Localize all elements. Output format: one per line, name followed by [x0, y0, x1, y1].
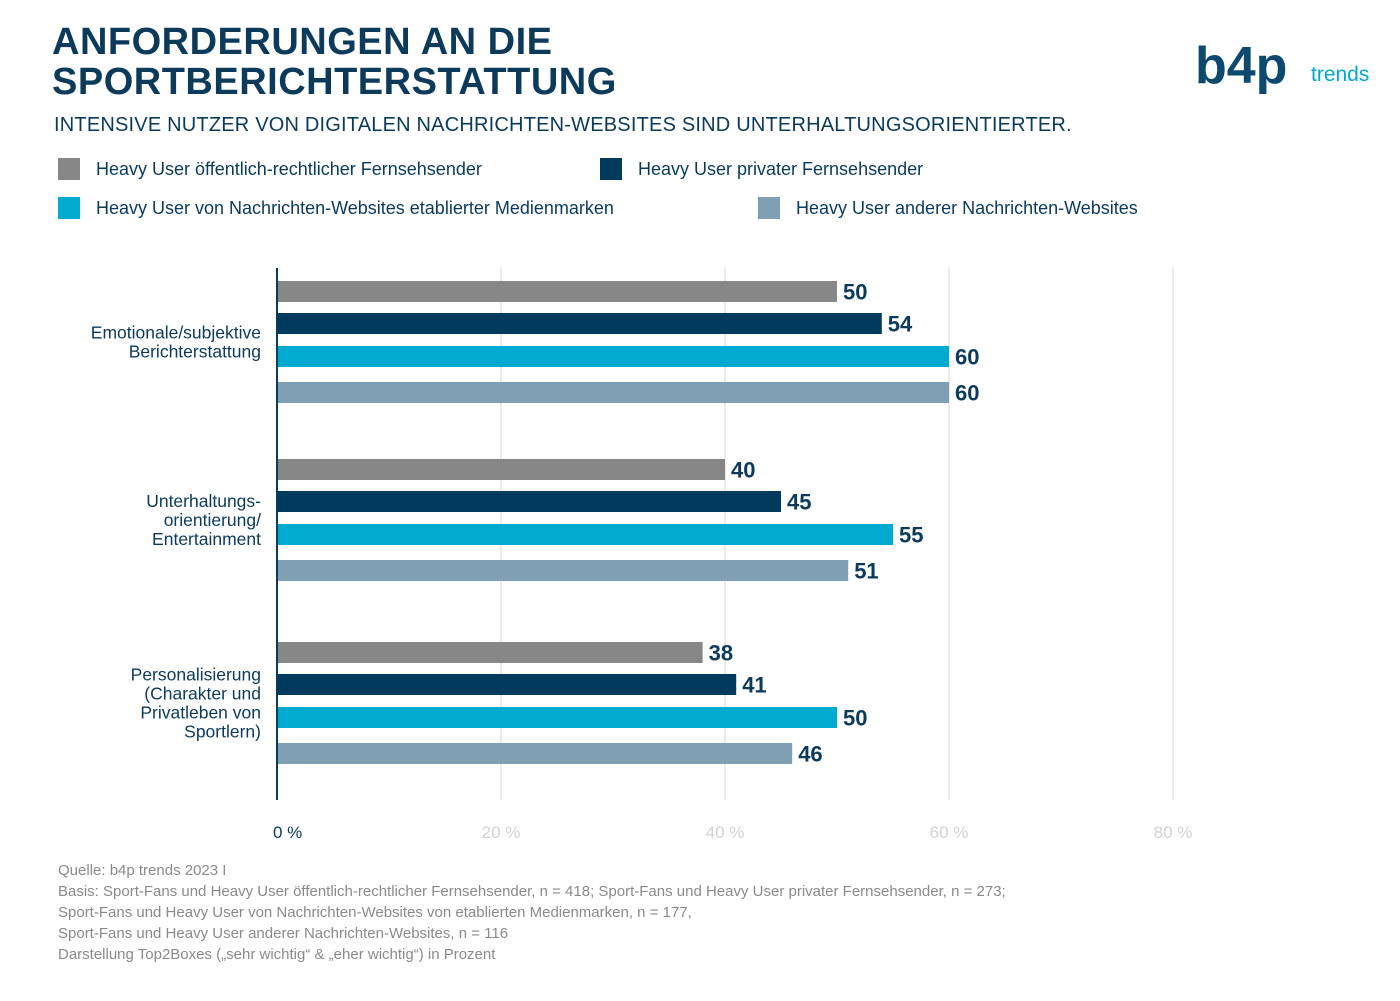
bar-s2-c1 — [277, 313, 882, 334]
bar-s2-c2 — [277, 491, 781, 512]
legend-swatch-andere-websites — [758, 197, 780, 219]
category-label-3-line-1: Personalisierung — [131, 665, 261, 685]
x-tick-label-20: 20 % — [482, 823, 521, 842]
footnote-basis-3: Sport-Fans und Heavy User anderer Nachri… — [58, 925, 509, 942]
title-line-1: ANFORDERUNGEN AN DIE — [52, 21, 553, 63]
category-label-3-line-3: Privatleben von — [140, 703, 261, 723]
logo-suffix: trends — [1311, 63, 1369, 86]
title-line-2: SPORTBERICHTERSTATTUNG — [52, 61, 617, 103]
legend-label-oeffentlich-rechtlich: Heavy User öffentlich-rechtlicher Fernse… — [96, 158, 482, 179]
data-label-s3-c2: 55 — [899, 523, 923, 548]
legend-label-etablierte-websites: Heavy User von Nachrichten-Websites etab… — [96, 197, 614, 218]
x-tick-label-0: 0 % — [273, 823, 302, 842]
data-label-s2-c2: 45 — [787, 490, 811, 515]
bar-s4-c2 — [277, 560, 849, 581]
category-label-1-line-2: Berichterstattung — [129, 342, 261, 362]
category-label-3-line-4: Sportlern) — [184, 722, 261, 742]
bar-s3-c1 — [277, 346, 949, 367]
legend-item-oeffentlich-rechtlich: Heavy User öffentlich-rechtlicher Fernse… — [58, 158, 482, 180]
data-label-s3-c3: 50 — [843, 706, 867, 731]
data-label-s3-c1: 60 — [955, 345, 979, 370]
category-label-2-line-2: orientierung/ — [164, 510, 261, 530]
data-label-s2-c3: 41 — [742, 673, 766, 698]
legend-item-andere-websites: Heavy User anderer Nachrichten-Websites — [758, 197, 1138, 219]
data-label-s1-c2: 40 — [731, 458, 755, 483]
footnote-source: Quelle: b4p trends 2023 I — [58, 862, 227, 879]
bar-s1-c3 — [277, 642, 703, 663]
legend-swatch-privat — [600, 158, 622, 180]
legend-swatch-oeffentlich-rechtlich — [58, 158, 80, 180]
page-title: ANFORDERUNGEN AN DIE SPORTBERICHTERSTATT… — [52, 22, 617, 102]
data-label-s1-c1: 50 — [843, 280, 867, 305]
category-label-2-line-3: Entertainment — [152, 529, 261, 549]
bar-s1-c2 — [277, 459, 725, 480]
bar-chart: 0 % 20 % 40 % 60 % 80 % 50 40 38 54 45 41 60 55 50 60 5… — [91, 268, 1193, 842]
bar-s4-c3 — [277, 743, 793, 764]
b4p-logo: b4p trends — [1195, 37, 1369, 95]
legend-item-privat: Heavy User privater Fernsehsender — [600, 158, 923, 180]
data-label-s4-c3: 46 — [798, 742, 822, 767]
category-label-2-line-1: Unterhaltungs- — [146, 491, 261, 511]
bar-s3-c2 — [277, 524, 893, 545]
footnotes: Quelle: b4p trends 2023 I Basis: Sport-F… — [58, 860, 1006, 965]
legend-swatch-etablierte-websites — [58, 197, 80, 219]
footnote-basis-1: Basis: Sport-Fans und Heavy User öffentl… — [58, 883, 1006, 900]
bar-s3-c3 — [277, 707, 837, 728]
bar-s4-c1 — [277, 382, 949, 403]
data-label-s1-c3: 38 — [709, 641, 733, 666]
category-label-3-line-2: (Charakter und — [144, 684, 261, 704]
data-label-s2-c1: 54 — [888, 312, 913, 337]
bar-s2-c3 — [277, 674, 737, 695]
data-label-s4-c2: 51 — [854, 559, 878, 584]
legend-label-privat: Heavy User privater Fernsehsender — [638, 158, 924, 179]
x-tick-label-40: 40 % — [706, 823, 745, 842]
legend-item-etablierte-websites: Heavy User von Nachrichten-Websites etab… — [58, 197, 614, 219]
footnote-presentation: Darstellung Top2Boxes („sehr wichtig“ & … — [58, 946, 496, 963]
bar-s1-c1 — [277, 281, 837, 302]
logo-brand: b4p — [1195, 37, 1287, 95]
x-tick-label-60: 60 % — [930, 823, 969, 842]
footnote-basis-2: Sport-Fans und Heavy User von Nachrichte… — [58, 904, 692, 921]
data-label-s4-c1: 60 — [955, 381, 979, 406]
category-label-1-line-1: Emotionale/subjektive — [91, 323, 261, 343]
x-tick-label-80: 80 % — [1154, 823, 1193, 842]
legend-label-andere-websites: Heavy User anderer Nachrichten-Websites — [796, 197, 1138, 218]
page-subtitle: INTENSIVE NUTZER VON DIGITALEN NACHRICHT… — [54, 114, 1072, 136]
